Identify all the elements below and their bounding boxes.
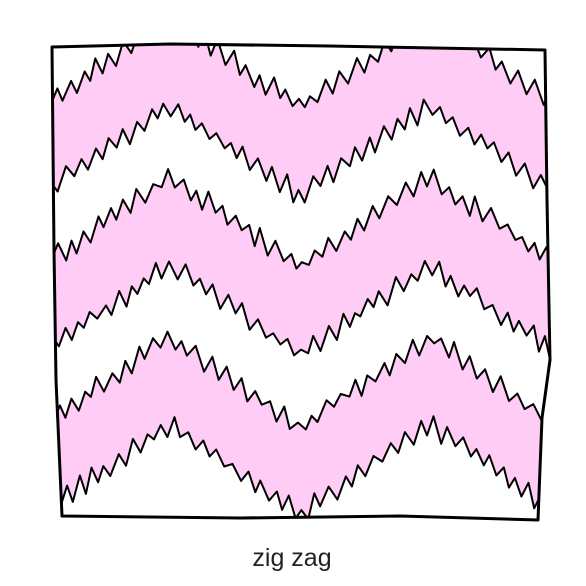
caption: zig zag [252, 544, 331, 572]
band-edge [52, 98, 550, 204]
pink-band [30, 0, 569, 41]
band-edge [52, 44, 550, 118]
zigzag-pattern [30, 0, 569, 520]
band-edge [52, 260, 550, 361]
band-edge [30, 0, 569, 41]
pink-band [52, 169, 550, 360]
band-edge [52, 330, 550, 438]
band-edge [52, 168, 550, 275]
pink-band [52, 44, 550, 203]
frame [50, 42, 552, 522]
